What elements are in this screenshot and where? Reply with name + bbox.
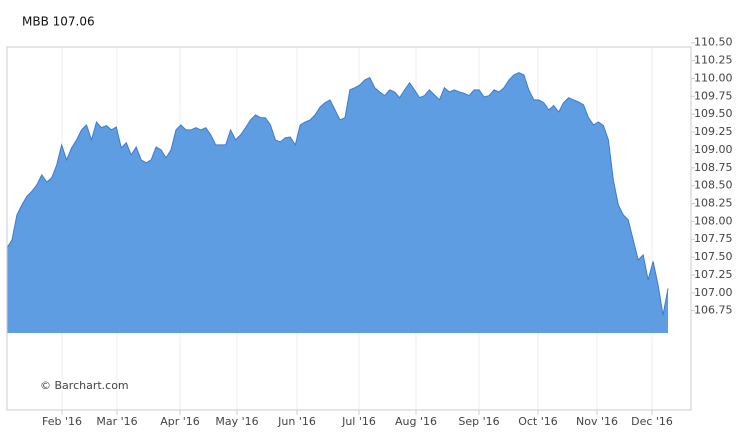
y-tick-label: 107.75 <box>694 232 733 245</box>
line <box>6 72 669 316</box>
y-tick-label: 110.50 <box>694 36 733 49</box>
x-tick-label: Jul '16 <box>341 415 376 428</box>
y-tick-label: 107.00 <box>694 286 733 299</box>
x-tick-label: Nov '16 <box>576 415 618 428</box>
watermark: © Barchart.com <box>40 379 129 392</box>
y-tick-label: 110.25 <box>694 54 733 67</box>
y-tick-label: 109.75 <box>694 89 733 102</box>
x-tick-label: May '16 <box>215 415 258 428</box>
chart-title: MBB 107.06 <box>22 15 95 29</box>
y-tick-label: 107.25 <box>694 268 733 281</box>
x-tick-label: Apr '16 <box>160 415 200 428</box>
x-tick-label: Sep '16 <box>458 415 499 428</box>
x-tick-label: Aug '16 <box>395 415 437 428</box>
y-tick-label: 109.00 <box>694 143 733 156</box>
y-tick-label: 108.75 <box>694 161 733 174</box>
x-tick-label: Mar '16 <box>96 415 137 428</box>
y-tick-label: 108.50 <box>694 179 733 192</box>
y-tick-label: 109.50 <box>694 107 733 120</box>
x-tick-label: Feb '16 <box>42 415 82 428</box>
y-tick-label: 108.25 <box>694 196 733 209</box>
x-tick-label: Dec '16 <box>631 415 673 428</box>
y-tick-label: 110.00 <box>694 71 733 84</box>
area <box>7 72 668 333</box>
x-tick-label: Oct '16 <box>518 415 558 428</box>
y-tick-label: 107.50 <box>694 250 733 263</box>
y-tick-label: 108.00 <box>694 214 733 227</box>
y-tick-label: 109.25 <box>694 125 733 138</box>
x-tick-label: Jun '16 <box>277 415 316 428</box>
y-tick-label: 106.75 <box>694 304 733 317</box>
plot-frame <box>6 46 692 411</box>
